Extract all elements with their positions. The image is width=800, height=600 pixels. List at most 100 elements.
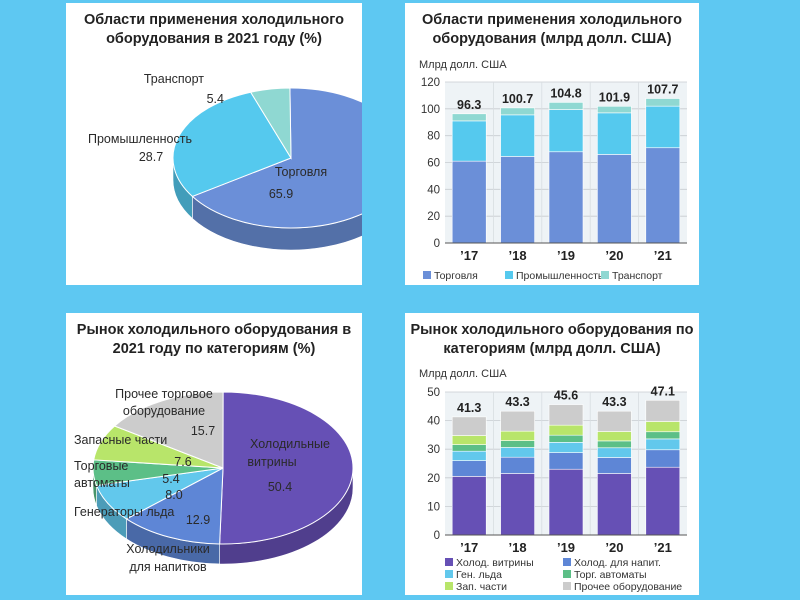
pie2-svg: Прочее торговое оборудование 15.7 Запасн… [74, 387, 354, 574]
pie1-svg: Транспорт 5.4 Промышленность 28.7 Торгов… [88, 72, 362, 251]
bar-segment-1-0 [451, 120, 487, 162]
bar-segment-3-1 [500, 440, 535, 448]
bar-segment-0-2 [548, 468, 584, 536]
bar-segment-2-1 [500, 447, 535, 458]
bar-segment-2-1 [500, 107, 535, 116]
y-tick-label: 0 [434, 530, 440, 542]
pie2-label-vending-1: Торговые [74, 459, 128, 473]
bar-segment-0-1 [500, 156, 535, 244]
bar-total-label: 47.1 [651, 384, 675, 398]
legend-label: Прочее оборудование [574, 581, 682, 593]
bar1-title: Области применения холодильного оборудов… [421, 12, 682, 47]
y-tick-label: 60 [427, 158, 440, 170]
pie2-label-display-1: Холодильные [250, 437, 330, 451]
pie1-title: Области применения холодильного оборудов… [83, 12, 344, 47]
pie2-label-vending-2: автоматы [74, 476, 130, 490]
bar-segment-0-1 [500, 473, 535, 536]
pie-slice-0 [219, 391, 354, 545]
pie1-label-industry: Промышленность [88, 132, 192, 146]
bar-segment-0-0 [451, 160, 487, 244]
pie2-label-beverage-1: Холодильники [126, 542, 209, 556]
panel-bar-application: Области применения холодильного оборудов… [405, 3, 699, 285]
y-tick-label: 100 [421, 104, 440, 116]
bar-total-label: 107.7 [647, 83, 678, 97]
x-tick-label: ’20 [605, 540, 623, 555]
bar-segment-0-2 [548, 151, 584, 244]
bar-segment-3-3 [597, 440, 632, 449]
bar-segment-3-2 [548, 434, 584, 443]
y-tick-label: 80 [427, 131, 440, 143]
legend-label: Зап. части [456, 581, 507, 593]
bar-segment-1-2 [548, 452, 584, 470]
bar-segment-4-1 [500, 430, 535, 441]
bar-segment-1-1 [500, 114, 535, 157]
legend-swatch [563, 558, 571, 566]
bar-segment-5-3 [597, 410, 632, 432]
y-tick-label: 40 [427, 416, 440, 428]
pie-slice-0 [191, 87, 362, 229]
legend-swatch [563, 582, 571, 590]
bar-segment-2-0 [451, 113, 487, 122]
bar-total-label: 43.3 [505, 395, 529, 409]
y-tick-label: 0 [434, 238, 440, 250]
pie2-title: Рынок холодильного оборудования в 2021 г… [76, 322, 352, 357]
bar-segment-5-2 [548, 404, 584, 426]
bar-segment-0-3 [597, 473, 632, 536]
pie2-value-vending: 5.4 [162, 472, 179, 486]
bar-segment-2-4 [645, 438, 681, 451]
x-tick-label: ’19 [557, 248, 575, 263]
bar-total-label: 41.3 [457, 401, 481, 415]
bar-segment-5-1 [500, 410, 535, 432]
bar1-unit-label: Млрд долл. США [419, 59, 507, 71]
bar-total-label: 100.7 [502, 92, 533, 106]
pie2-label-other-1: Прочее торговое [115, 387, 213, 401]
bar-segment-1-3 [597, 112, 632, 155]
bar-segment-1-3 [597, 457, 632, 474]
x-tick-label: ’18 [509, 540, 527, 555]
pie2-value-ice: 8.0 [165, 488, 182, 502]
bar-segment-2-2 [548, 442, 584, 453]
pie2-label-other-2: оборудование [123, 404, 205, 418]
bar-segment-0-4 [645, 147, 681, 244]
legend-label: Торг. автоматы [574, 569, 647, 581]
bar-segment-1-2 [548, 109, 584, 153]
pie2-value-other: 15.7 [191, 424, 215, 438]
bar-segment-0-0 [451, 476, 487, 536]
pie1-value-trade: 65.9 [269, 187, 293, 201]
pie2-value-display: 50.4 [268, 480, 292, 494]
panel-pie-categories: Рынок холодильного оборудования в 2021 г… [66, 313, 362, 595]
legend-label: Холод. витрины [456, 557, 534, 569]
pie1-label-trade: Торговля [275, 165, 327, 179]
y-tick-label: 20 [427, 473, 440, 485]
bar-segment-2-0 [451, 450, 487, 461]
legend-swatch [445, 558, 453, 566]
legend-label: Промышленность [516, 270, 604, 282]
pie-slice-1 [125, 467, 224, 545]
pie2-label-beverage-2: для напитков [129, 560, 207, 574]
panel-bar-categories: Рынок холодильного оборудования по катег… [405, 313, 699, 595]
bar-segment-1-4 [645, 105, 681, 149]
pie2-label-ice: Генераторы льда [74, 505, 174, 519]
bar-segment-2-2 [548, 102, 584, 110]
y-tick-label: 10 [427, 501, 440, 513]
x-tick-label: ’17 [460, 540, 478, 555]
bar-segment-4-0 [451, 435, 487, 445]
bar-segment-1-1 [500, 456, 535, 474]
legend-swatch [563, 570, 571, 578]
bar2-svg: 0 10 20 30 40 50 41.3 ’17 43.3 ’18 45.6 ’19 43.3 ’20 4… [427, 384, 687, 593]
legend-label: Холод. для напит. [574, 557, 661, 569]
pie2-label-spare: Запасные части [74, 433, 167, 447]
bar-total-label: 45.6 [554, 389, 578, 403]
bar-segment-0-3 [597, 154, 632, 244]
bar-segment-0-4 [645, 466, 681, 536]
bar-total-label: 101.9 [599, 90, 630, 104]
bar-segment-3-4 [645, 431, 681, 440]
pie2-value-spare: 7.6 [174, 455, 191, 469]
legend-label: Транспорт [612, 270, 663, 282]
y-tick-label: 20 [427, 211, 440, 223]
pie-slice-2 [249, 87, 292, 160]
y-tick-label: 120 [421, 77, 440, 89]
bar-total-label: 96.3 [457, 98, 481, 112]
legend-swatch [445, 570, 453, 578]
legend-swatch [423, 271, 431, 279]
